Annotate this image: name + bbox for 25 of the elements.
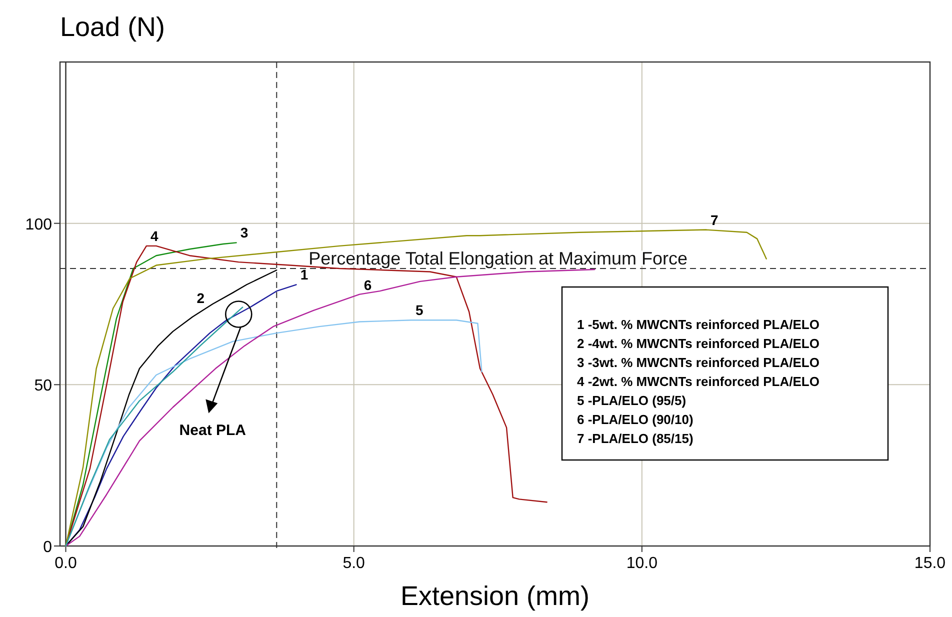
annotation: 1 -5wt. % MWCNTs reinforced PLA/ELO bbox=[577, 317, 820, 332]
ref-line-label: Percentage Total Elongation at Maximum Force bbox=[308, 248, 688, 269]
y-tick-label: 50 bbox=[34, 378, 52, 395]
series-label: 2 bbox=[196, 290, 205, 306]
annotation: Neat PLA bbox=[179, 422, 246, 440]
series-label: 3 bbox=[240, 224, 248, 241]
y-tick-label: 0 bbox=[43, 539, 52, 556]
y-axis-title: Load (N) bbox=[60, 12, 166, 42]
x-axis-title: Extension (mm) bbox=[400, 581, 590, 611]
y-tick-label: 100 bbox=[25, 216, 52, 234]
annotation: 4 -2wt. % MWCNTs reinforced PLA/ELO bbox=[577, 374, 820, 389]
series-label: 4 bbox=[150, 228, 159, 244]
x-tick-label: 15.0 bbox=[914, 555, 946, 572]
annotation: 6 -PLA/ELO (90/10) bbox=[577, 412, 694, 427]
x-tick-label: 5.0 bbox=[342, 555, 366, 572]
annotation: 3 -3wt. % MWCNTs reinforced PLA/ELO bbox=[577, 355, 820, 370]
series-label: 6 bbox=[364, 277, 372, 294]
series-label: 7 bbox=[710, 212, 719, 228]
series-label: 1 bbox=[300, 266, 308, 283]
annotation: 5 -PLA/ELO (95/5) bbox=[577, 393, 686, 408]
annotation: 7 -PLA/ELO (85/15) bbox=[577, 431, 694, 446]
x-tick-label: 0.0 bbox=[54, 555, 77, 572]
annotation: 2 -4wt. % MWCNTs reinforced PLA/ELO bbox=[577, 336, 820, 351]
x-tick-label: 10.0 bbox=[626, 555, 658, 572]
series-label: 5 bbox=[416, 302, 424, 318]
